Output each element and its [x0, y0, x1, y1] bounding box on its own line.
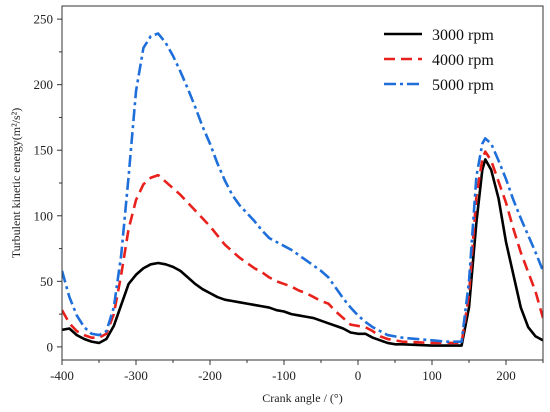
y-tick-label: 250 — [34, 12, 54, 27]
x-tick-label: -300 — [124, 368, 148, 383]
series-line-0 — [62, 158, 543, 347]
legend-label-1: 4000 rpm — [432, 52, 494, 69]
series-line-2 — [62, 32, 543, 343]
y-axis: 0 50 100 150 200 250 — [34, 12, 62, 354]
legend-label-0: 3000 rpm — [432, 27, 494, 44]
x-tick-label: 200 — [496, 368, 516, 383]
x-tick-label: -200 — [198, 368, 222, 383]
series-lines — [62, 32, 543, 347]
y-tick-label: 200 — [34, 77, 54, 92]
x-tick-label: 0 — [355, 368, 362, 383]
legend-label-2: 5000 rpm — [432, 77, 494, 94]
y-tick-label: 0 — [47, 339, 54, 354]
x-axis-label: Crank angle / (°) — [262, 391, 342, 405]
y-tick-label: 150 — [34, 143, 54, 158]
x-tick-label: -100 — [272, 368, 296, 383]
y-axis-label: Turbulent kinetic energy(m²/s²) — [9, 108, 23, 259]
legend: 3000 rpm 4000 rpm 5000 rpm — [384, 27, 494, 94]
y-tick-label: 50 — [40, 274, 53, 289]
y-tick-label: 100 — [34, 208, 54, 223]
x-tick-label: 100 — [422, 368, 442, 383]
x-tick-label: -400 — [50, 368, 74, 383]
x-axis: -400 -300 -200 -100 0 100 200 — [50, 360, 544, 383]
